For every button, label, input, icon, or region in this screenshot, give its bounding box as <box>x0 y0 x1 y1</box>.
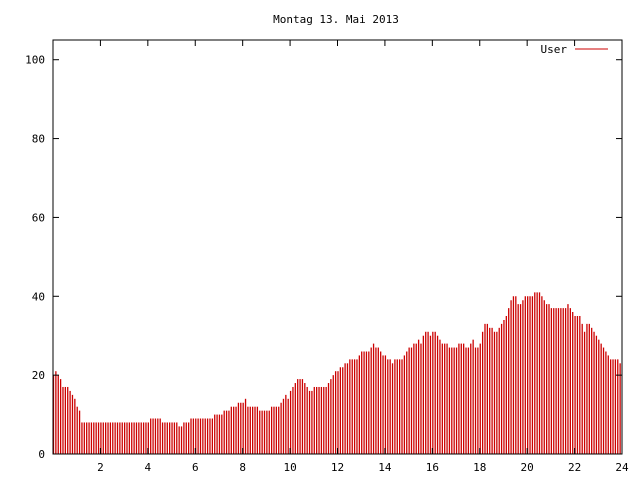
x-tick-label: 10 <box>283 461 296 474</box>
y-tick-label: 0 <box>38 448 45 461</box>
legend-label: User <box>541 43 568 56</box>
x-tick-label: 24 <box>615 461 629 474</box>
y-tick-label: 60 <box>32 211 45 224</box>
x-tick-label: 18 <box>473 461 486 474</box>
chart-title: Montag 13. Mai 2013 <box>273 13 399 26</box>
x-tick-label: 16 <box>426 461 439 474</box>
x-tick-label: 8 <box>239 461 246 474</box>
y-tick-label: 100 <box>25 54 45 67</box>
legend: User <box>541 43 608 56</box>
x-tick-label: 14 <box>378 461 392 474</box>
x-tick-label: 20 <box>521 461 534 474</box>
y-tick-label: 80 <box>32 133 45 146</box>
x-tick-label: 12 <box>331 461 344 474</box>
bars-layer <box>52 292 621 454</box>
x-tick-label: 4 <box>145 461 152 474</box>
x-tick-label: 22 <box>568 461 581 474</box>
y-tick-label: 40 <box>32 290 45 303</box>
x-tick-label: 2 <box>97 461 104 474</box>
x-tick-label: 6 <box>192 461 199 474</box>
y-tick-label: 20 <box>32 369 45 382</box>
